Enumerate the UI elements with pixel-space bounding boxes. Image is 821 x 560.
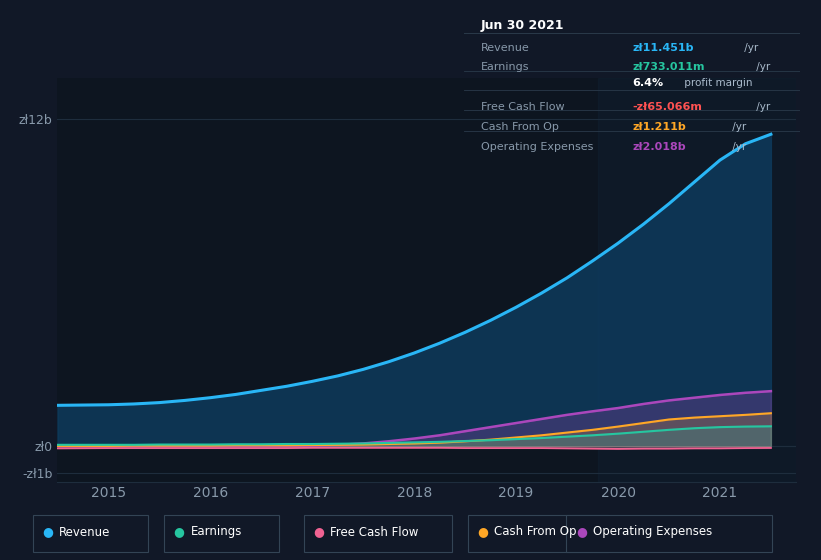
Text: /yr: /yr [754,62,771,72]
Text: profit margin: profit margin [681,78,752,88]
Text: zł1.211b: zł1.211b [632,122,686,132]
Text: Cash From Op: Cash From Op [494,525,576,539]
Text: /yr: /yr [729,122,746,132]
Text: zł11.451b: zł11.451b [632,43,694,53]
Text: Revenue: Revenue [481,43,530,53]
Text: ●: ● [576,525,587,539]
Bar [598,78,796,482]
Text: Revenue: Revenue [59,525,111,539]
Text: Free Cash Flow: Free Cash Flow [481,101,564,111]
Text: Operating Expenses: Operating Expenses [593,525,712,539]
Text: Jun 30 2021: Jun 30 2021 [481,18,564,31]
Text: zł2.018b: zł2.018b [632,142,686,152]
Text: 6.4%: 6.4% [632,78,663,88]
Text: ●: ● [173,525,185,539]
Text: zł733.011m: zł733.011m [632,62,704,72]
Text: Earnings: Earnings [481,62,530,72]
Text: /yr: /yr [741,43,759,53]
Text: /yr: /yr [754,101,771,111]
Text: Free Cash Flow: Free Cash Flow [330,525,419,539]
Text: ●: ● [477,525,488,539]
Text: Operating Expenses: Operating Expenses [481,142,593,152]
Text: ●: ● [42,525,53,539]
Text: -zł65.066m: -zł65.066m [632,101,702,111]
Text: Earnings: Earnings [190,525,242,539]
Text: /yr: /yr [729,142,746,152]
Text: Cash From Op: Cash From Op [481,122,558,132]
Text: ●: ● [313,525,324,539]
